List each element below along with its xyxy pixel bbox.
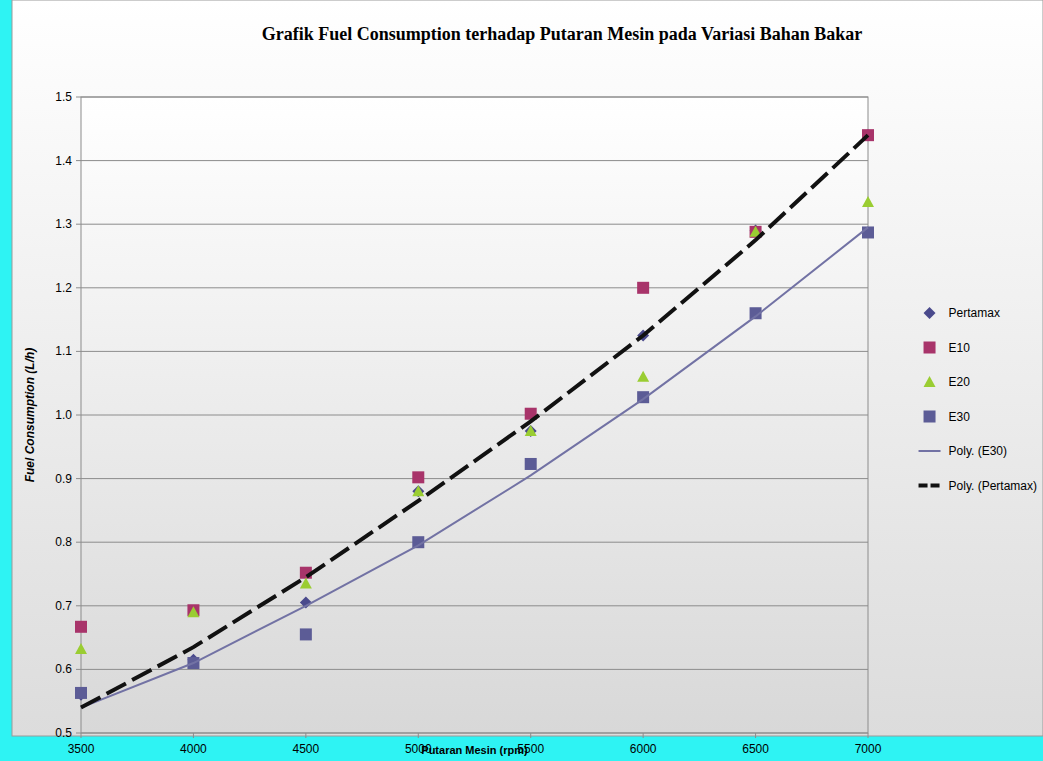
tick-mark	[76, 478, 81, 479]
grid-line	[81, 415, 868, 416]
tick-label: 1.5	[55, 90, 72, 104]
grid-line	[81, 733, 868, 734]
tick-label: 1.4	[55, 154, 72, 168]
data-point	[637, 371, 649, 382]
data-point	[862, 196, 874, 207]
tick-mark	[76, 351, 81, 352]
grid-line	[81, 478, 868, 479]
legend-symbol	[924, 307, 936, 319]
data-point	[300, 628, 312, 640]
plot-area	[81, 97, 868, 733]
tick-mark	[193, 733, 194, 738]
grid-line	[81, 287, 868, 288]
legend: Pertamax E10 E20 E30 Poly. (E30) Poly. (Perta…	[919, 306, 1037, 493]
tick-label: 7000	[855, 742, 882, 756]
legend-symbol	[919, 450, 941, 452]
legend-symbol	[924, 376, 936, 387]
grid-line	[81, 97, 868, 98]
tick-label: 0.6	[55, 662, 72, 676]
data-point	[412, 471, 424, 483]
tick-mark	[418, 733, 419, 738]
y-axis-title: Fuel Consumption (L/h)	[23, 348, 37, 483]
tick-mark	[76, 224, 81, 225]
tick-mark	[76, 287, 81, 288]
legend-label: E20	[949, 375, 971, 389]
tick-mark	[755, 733, 756, 738]
chart: Grafik Fuel Consumption terhadap Putaran…	[0, 0, 1043, 761]
tick-mark	[643, 733, 644, 738]
data-point	[412, 485, 424, 496]
tick-mark	[76, 542, 81, 543]
tick-label: 6500	[742, 742, 769, 756]
tick-label: 1.2	[55, 281, 72, 295]
grid-line	[81, 669, 868, 670]
grid-line	[81, 351, 868, 352]
tick-label: 0.9	[55, 472, 72, 486]
tick-mark	[76, 605, 81, 606]
data-point	[75, 621, 87, 633]
tick-mark	[76, 733, 81, 734]
tick-mark	[868, 733, 869, 738]
tick-label: 4000	[180, 742, 207, 756]
data-point	[187, 604, 199, 616]
tick-label: 4500	[293, 742, 320, 756]
plot-marks	[75, 129, 874, 707]
trend-line	[81, 135, 868, 707]
title: Grafik Fuel Consumption terhadap Putaran…	[262, 24, 863, 44]
legend-symbol	[924, 411, 936, 423]
data-point	[300, 578, 312, 589]
tick-mark	[76, 160, 81, 161]
tick-label: 3500	[68, 742, 95, 756]
grid-line	[81, 542, 868, 543]
data-point	[525, 458, 537, 470]
chart-area	[12, 0, 1043, 736]
tick-mark	[305, 733, 306, 738]
data-point	[412, 485, 424, 497]
legend-label: E10	[949, 341, 971, 355]
legend-label: Poly. (Pertamax)	[949, 479, 1037, 493]
tick-label: 0.8	[55, 535, 72, 549]
legend-label: Poly. (E30)	[949, 444, 1007, 458]
data-point	[187, 606, 199, 617]
legend-symbol	[919, 484, 941, 488]
tick-label: 0.7	[55, 599, 72, 613]
tick-mark	[76, 669, 81, 670]
legend-symbol	[924, 342, 936, 354]
tick-mark	[530, 733, 531, 738]
data-point	[75, 643, 87, 654]
data-point	[637, 282, 649, 294]
tick-label: 0.5	[55, 726, 72, 740]
x-axis-title: Putaran Mesin (rpm)	[421, 744, 528, 756]
tick-mark	[81, 733, 82, 738]
tick-mark	[76, 415, 81, 416]
tick-label: 1.1	[55, 344, 72, 358]
tick-label: 1.3	[55, 217, 72, 231]
trend-line	[81, 227, 868, 707]
tick-mark	[76, 97, 81, 98]
tick-label: 6000	[630, 742, 657, 756]
legend-label: Pertamax	[949, 306, 1000, 320]
tick-label: 1.0	[55, 408, 72, 422]
grid-line	[81, 224, 868, 225]
data-point	[75, 687, 87, 699]
legend-label: E30	[949, 410, 971, 424]
grid-line	[81, 160, 868, 161]
